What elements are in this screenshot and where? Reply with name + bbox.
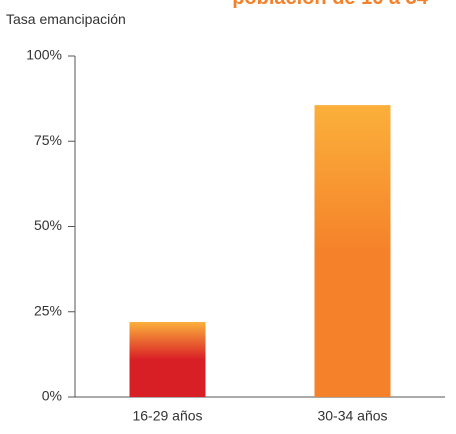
- y-tick-label: 75%: [34, 132, 62, 148]
- bar: [129, 321, 206, 397]
- chart-title: población de 16 a 34: [232, 0, 429, 9]
- bar: [314, 105, 391, 397]
- y-tick-label: 0%: [42, 388, 62, 404]
- y-tick-label: 25%: [34, 302, 62, 318]
- y-tick-label: 50%: [34, 217, 62, 233]
- y-tick-label: 100%: [26, 47, 62, 63]
- x-tick-label: 30-34 años: [317, 408, 387, 424]
- y-axis-label: Tasa emancipación: [6, 11, 126, 27]
- x-tick-label: 16-29 años: [132, 408, 202, 424]
